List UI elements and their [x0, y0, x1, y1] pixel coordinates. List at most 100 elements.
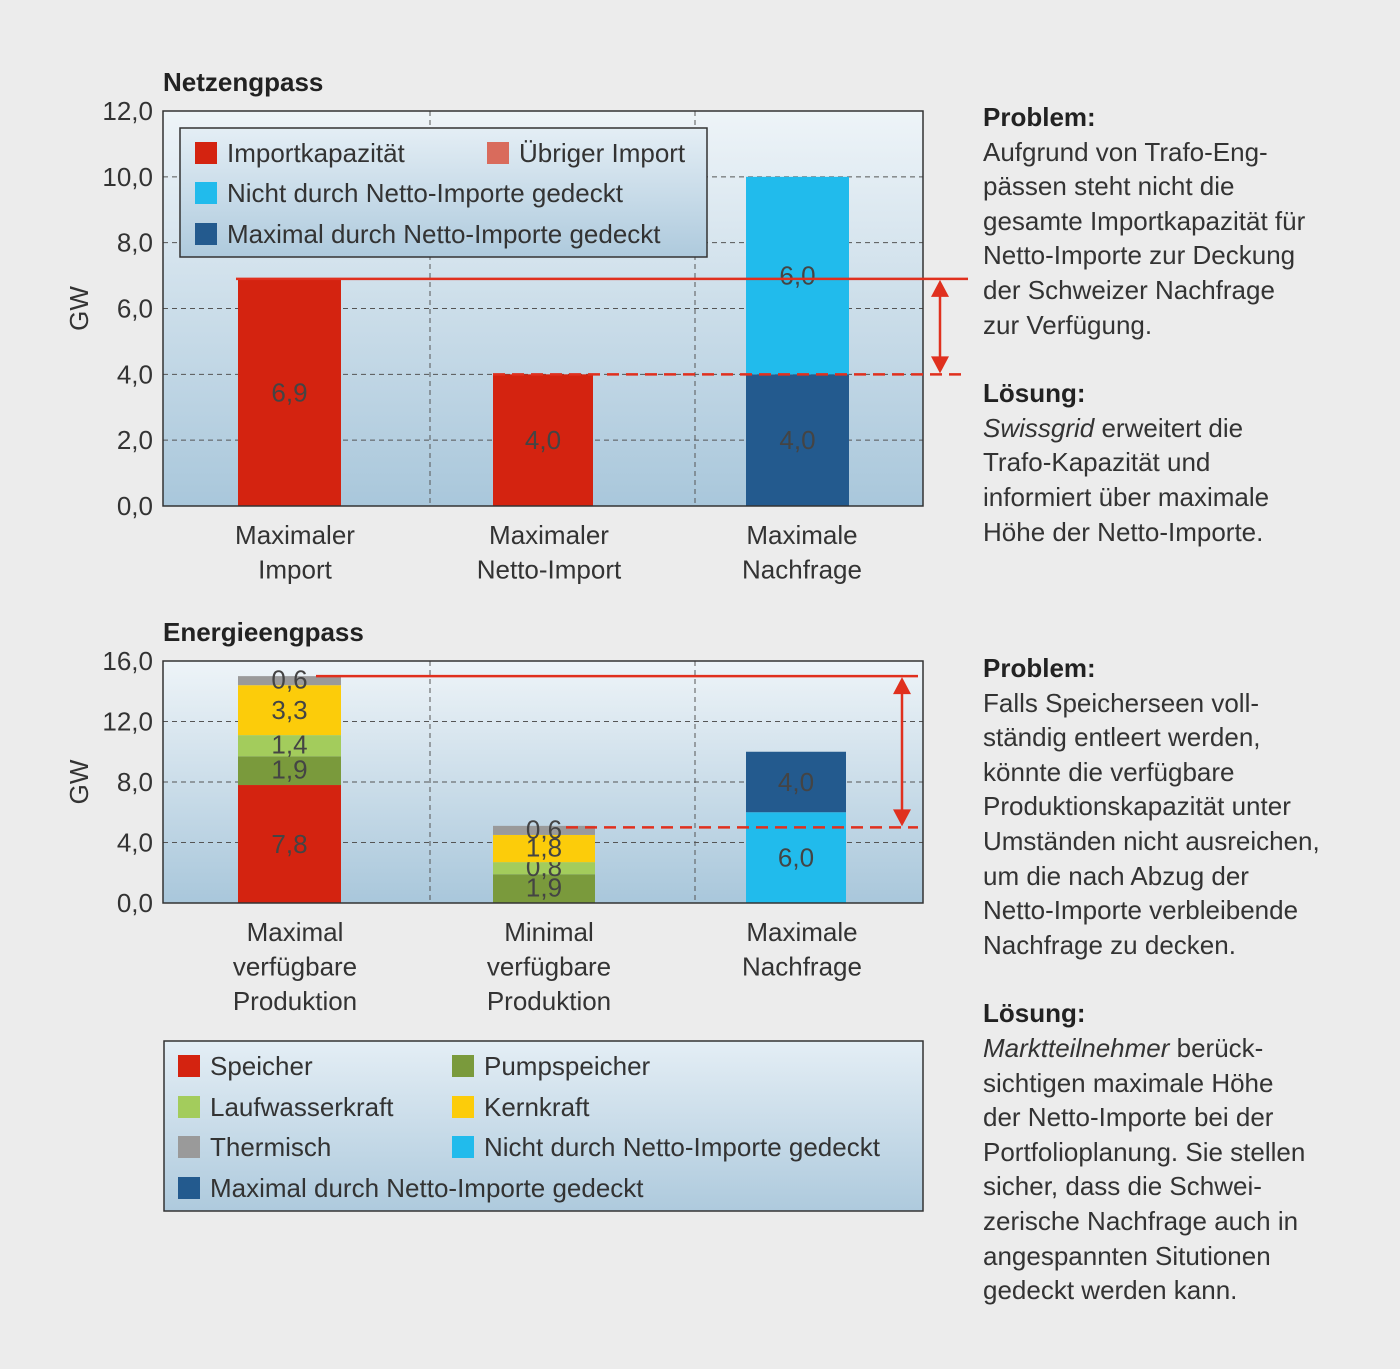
y-tick-label: 12,0 [102, 707, 153, 737]
x-category-label: Import [258, 555, 332, 585]
netz-loesung-actor: Swissgrid [983, 412, 1095, 443]
netz-problem-line: Aufgrund von Trafo-Eng- [983, 136, 1268, 167]
bar-segment [746, 176, 849, 375]
legend-label: Nicht durch Netto-Importe gedeckt [484, 1132, 881, 1162]
x-category-label: Netto-Import [477, 555, 622, 585]
legend-label: Übriger Import [519, 138, 686, 168]
legend-label: Maximal durch Netto-Importe gedeckt [210, 1173, 644, 1203]
legend-label: Kernkraft [484, 1092, 590, 1122]
y-tick-label: 8,0 [117, 767, 153, 797]
netzengpass-explanation: Problem: Aufgrund von Trafo-Eng- pässen … [983, 100, 1383, 549]
bar-segment [238, 676, 341, 686]
bar-data-label: 7,8 [271, 829, 307, 859]
energieengpass-explanation: Problem: Falls Speicherseen voll- ständi… [983, 651, 1383, 1308]
netz-problem-line: der Schweizer Nachfrage [983, 274, 1275, 305]
legend-swatch [178, 1055, 200, 1077]
legend-swatch [195, 223, 217, 245]
y-tick-label: 0,0 [117, 491, 153, 521]
bar-segment [746, 374, 849, 506]
bar-data-label: 4,0 [778, 767, 814, 797]
y-tick-label: 4,0 [117, 359, 153, 389]
netz-problem-line: gesamte Importkapazität für [983, 205, 1306, 236]
bar-data-label: 4,0 [525, 425, 561, 455]
bar-data-label: 6,9 [271, 377, 307, 407]
bar-data-label: 1,9 [526, 873, 562, 903]
legend-swatch [195, 142, 217, 164]
legend-label: Importkapazität [227, 138, 406, 168]
netz-problem-line: Netto-Importe zur Deckung [983, 240, 1296, 271]
legend-box [163, 1040, 924, 1212]
energie-loesung-actor: Marktteilnehmer [983, 1032, 1170, 1063]
energie-loesung-line: sicher, dass die Schwei- [983, 1171, 1262, 1202]
plot-frame [162, 660, 924, 904]
x-category-label: Produktion [233, 986, 357, 1016]
energie-problem-line: ständig entleert werden, [983, 722, 1261, 753]
energie-problem-line: Netto-Importe verbleibende [983, 895, 1299, 926]
arrow-head-icon [931, 279, 949, 297]
bar-data-label: 0,6 [271, 665, 307, 695]
x-category-label: Nachfrage [742, 952, 862, 982]
energieengpass-chart: Energieengpass 0,0 4,0 8,0 12,0 16,0 GW 7,8 1,9 1… [64, 617, 924, 1016]
energieengpass-legend: Speicher Pumpspeicher Laufwasserkraft Kernk… [163, 1040, 924, 1212]
y-tick-label: 12,0 [102, 96, 153, 126]
bar-data-label: 1,9 [271, 755, 307, 785]
y-tick-label: 8,0 [117, 228, 153, 258]
energie-loesung-line: berück- [1169, 1032, 1264, 1063]
bar-segment [493, 825, 595, 835]
netz-loesung-line: Höhe der Netto-Importe. [983, 516, 1264, 547]
netz-problem-title: Problem: [983, 102, 1096, 132]
energie-problem-line: könnte die verfügbare [983, 756, 1235, 787]
bar-data-label: 6,0 [779, 261, 815, 291]
bar-segment [238, 756, 341, 786]
legend-swatch [452, 1136, 474, 1158]
energie-problem-line: Produktionskapazität unter [983, 791, 1291, 822]
netzengpass-chart: Netzengpass 0,0 2,0 4,0 6,0 8,0 10,0 12,0 GW 6,9 4… [64, 67, 968, 585]
y-tick-label: 0,0 [117, 888, 153, 918]
arrow-head-icon [931, 356, 949, 374]
legend-label: Nicht durch Netto-Importe gedeckt [227, 178, 624, 208]
netz-loesung-line: erweitert die [1094, 412, 1244, 443]
bar-segment [493, 862, 595, 875]
bar-data-label: 4,0 [779, 425, 815, 455]
netz-loesung-line: informiert über maximale [983, 481, 1270, 512]
bar-segment [238, 278, 341, 506]
bar-segment [238, 735, 341, 757]
x-category-label: Produktion [487, 986, 611, 1016]
x-category-label: Maximal [247, 917, 344, 947]
energie-loesung-line: der Netto-Importe bei der [983, 1102, 1274, 1133]
energie-loesung-line: Portfolioplanung. Sie stellen [983, 1136, 1306, 1167]
energie-problem-line: Nachfrage zu decken. [983, 929, 1236, 960]
netz-loesung-title: Lösung: [983, 378, 1086, 409]
legend-swatch [452, 1096, 474, 1118]
legend-swatch [178, 1096, 200, 1118]
energie-problem-line: Falls Speicherseen voll- [983, 687, 1260, 718]
legend-swatch [195, 182, 217, 204]
y-axis-label: GW [64, 286, 94, 331]
legend-swatch [452, 1055, 474, 1077]
energie-loesung-line: gedeckt werden kann. [983, 1275, 1238, 1306]
energie-problem-line: Umständen nicht ausreichen, [983, 825, 1320, 856]
x-category-label: Maximaler [235, 520, 355, 550]
netz-problem-line: pässen steht nicht die [983, 171, 1235, 202]
y-tick-label: 4,0 [117, 828, 153, 858]
netz-loesung-line: Trafo-Kapazität und [983, 447, 1211, 478]
bar-segment [238, 785, 341, 903]
bar-segment [238, 685, 341, 736]
x-category-label: verfügbare [487, 952, 611, 982]
bar-data-label: 0,6 [526, 814, 562, 844]
energie-problem-line: um die nach Abzug der [983, 860, 1249, 891]
y-tick-label: 6,0 [117, 294, 153, 324]
legend-swatch [178, 1136, 200, 1158]
netz-problem-line: zur Verfügung. [983, 309, 1153, 340]
legend-label: Laufwasserkraft [210, 1092, 394, 1122]
chart-title: Netzengpass [163, 67, 323, 97]
y-tick-label: 10,0 [102, 162, 153, 192]
x-category-label: Minimal [504, 917, 594, 947]
legend-label: Thermisch [210, 1132, 331, 1162]
bar-data-label: 1,8 [526, 833, 562, 863]
legend-label: Maximal durch Netto-Importe gedeckt [227, 219, 661, 249]
x-category-label: Nachfrage [742, 555, 862, 585]
y-tick-label: 2,0 [117, 425, 153, 455]
x-category-label: Maximaler [489, 520, 609, 550]
